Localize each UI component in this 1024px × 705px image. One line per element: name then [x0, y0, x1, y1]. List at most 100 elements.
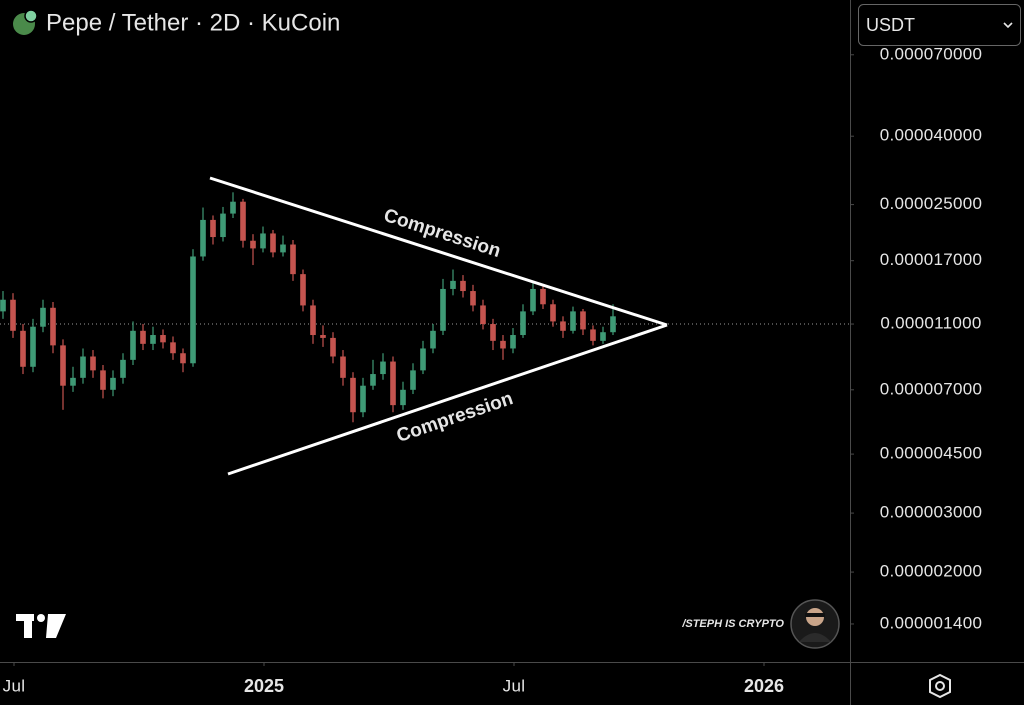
x-tick-label: Jul — [3, 676, 26, 695]
candle — [380, 353, 386, 380]
candle — [470, 284, 476, 312]
x-tick-label: 2025 — [244, 676, 284, 696]
candle — [540, 284, 546, 309]
candle-body — [130, 330, 136, 360]
candle-body — [60, 345, 66, 386]
candle-body — [440, 288, 446, 331]
candle — [440, 278, 446, 336]
candle — [250, 234, 256, 266]
candle-body — [560, 321, 566, 331]
candle-body — [380, 361, 386, 375]
candle-body — [350, 377, 356, 413]
candle-body — [260, 233, 266, 249]
candle — [190, 249, 196, 367]
candle-body — [110, 377, 116, 390]
candle-body — [520, 311, 526, 336]
candle-body — [490, 324, 496, 341]
candle-body — [140, 330, 146, 344]
candle — [580, 308, 586, 336]
candle-body — [190, 256, 196, 364]
candle-body — [150, 335, 156, 344]
candle-body — [580, 311, 586, 330]
trendline-lower — [227, 323, 668, 476]
candle-body — [420, 348, 426, 371]
candle-body — [610, 316, 616, 333]
candle-body — [80, 356, 86, 378]
candle — [480, 299, 486, 330]
candle-body — [30, 326, 36, 367]
candle-body — [70, 377, 76, 386]
candle — [320, 325, 326, 347]
candle — [90, 350, 96, 378]
candle-body — [390, 361, 396, 406]
candle-body — [220, 213, 226, 238]
candle — [220, 206, 226, 242]
candle — [170, 336, 176, 360]
candle-body — [370, 374, 376, 386]
axes: 0.000001400 0.000002000 0.000003000 0.00000… — [3, 44, 983, 696]
candle-body — [330, 337, 336, 357]
candle — [420, 340, 426, 375]
candle — [390, 356, 396, 413]
candle-body — [240, 201, 246, 241]
candle-body — [530, 288, 536, 312]
watermark: /STEPH IS CRYPTO — [681, 618, 784, 630]
y-tick-label: 0.000007000 — [880, 379, 983, 398]
candle — [400, 381, 406, 410]
candle-body — [360, 385, 366, 413]
candle-body — [200, 219, 206, 257]
trendline-upper — [209, 176, 668, 327]
candle-body — [320, 335, 326, 338]
candle — [520, 304, 526, 338]
candle — [370, 359, 376, 390]
candle — [460, 275, 466, 298]
candle — [510, 328, 516, 354]
candle — [10, 293, 16, 338]
candle — [100, 365, 106, 399]
candle — [290, 239, 296, 281]
y-tick-label: 0.000002000 — [880, 562, 983, 581]
candle — [230, 192, 236, 218]
candle — [490, 318, 496, 351]
candle-body — [0, 299, 6, 312]
candle — [50, 301, 56, 354]
candle-body — [100, 370, 106, 390]
candle — [410, 363, 416, 395]
candle — [560, 316, 566, 338]
candle — [270, 229, 276, 258]
candle-body — [230, 201, 236, 214]
candle — [20, 324, 26, 375]
dropdown-caret[interactable] — [1003, 22, 1013, 29]
dropdown-label[interactable]: USDT — [866, 15, 915, 35]
candle — [200, 207, 206, 261]
x-tick-label: Jul — [503, 676, 526, 695]
candle-body — [250, 240, 256, 249]
candle-body — [570, 311, 576, 331]
y-tick-label: 0.000004500 — [880, 444, 983, 463]
candle-body — [480, 305, 486, 325]
candle-body — [160, 335, 166, 343]
candle — [140, 324, 146, 351]
candle — [240, 198, 246, 248]
candle-body — [500, 340, 506, 349]
settings-button[interactable] — [929, 673, 951, 699]
currency-dropdown[interactable]: USDT — [858, 4, 1021, 46]
candle — [330, 332, 336, 364]
candle — [590, 325, 596, 346]
y-tick-label: 0.000003000 — [880, 503, 983, 522]
candle-body — [510, 335, 516, 349]
candle — [600, 326, 606, 344]
candle-body — [540, 288, 546, 305]
plot-area — [0, 192, 850, 423]
candle-body — [50, 307, 56, 346]
candle — [430, 324, 436, 354]
candle — [550, 299, 556, 327]
dropdown-box[interactable] — [858, 4, 1021, 46]
candle — [310, 299, 316, 344]
avatar — [790, 599, 840, 649]
candle-body — [40, 307, 46, 327]
candle — [210, 215, 216, 245]
candle — [180, 348, 186, 373]
candle-body — [550, 304, 556, 322]
